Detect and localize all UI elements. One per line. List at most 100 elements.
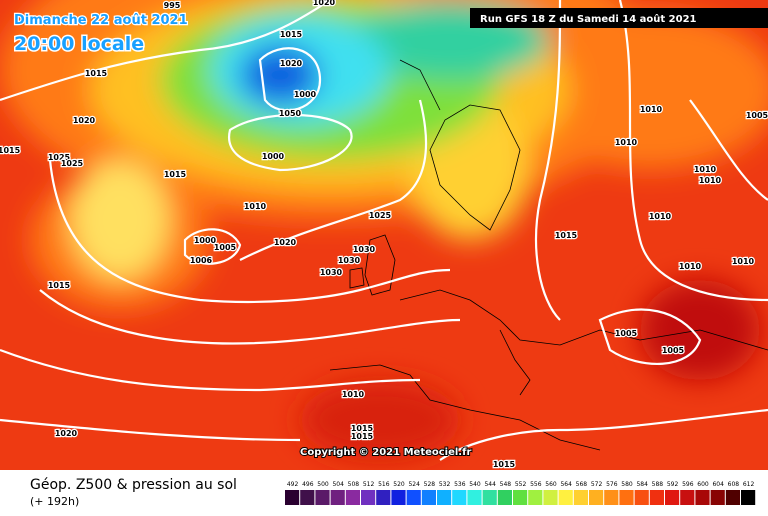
scale-swatch xyxy=(573,490,588,505)
scale-label: 532 xyxy=(439,481,451,488)
isobar-label: 1000 xyxy=(194,236,217,245)
scale-swatch xyxy=(361,490,376,505)
scale-label: 552 xyxy=(515,481,527,488)
isobar-label: 1010 xyxy=(244,202,267,211)
isobar-label: 1015 xyxy=(0,146,21,155)
scale-label: 500 xyxy=(317,481,329,488)
isobar-labels: 995 1020101510201015100010501020101510251… xyxy=(0,0,768,470)
scale-label: 600 xyxy=(697,481,709,488)
run-banner xyxy=(470,8,768,28)
forecast-lead: (+ 192h) xyxy=(30,495,79,508)
scale-swatch xyxy=(300,490,315,505)
scale-swatch xyxy=(741,490,756,505)
isobar-label: 1020 xyxy=(280,59,303,68)
scale-swatch xyxy=(345,490,360,505)
isobar-label: 1000 xyxy=(294,90,317,99)
forecast-time: 20:00 locale xyxy=(14,33,144,55)
isobar-label: 1025 xyxy=(61,159,84,168)
isobar-label: 1015 xyxy=(280,30,303,39)
scale-swatch xyxy=(497,490,512,505)
coastlines xyxy=(329,59,768,451)
scale-label: 512 xyxy=(363,481,375,488)
scale-label: 604 xyxy=(712,481,724,488)
isobar-label: 1020 xyxy=(55,429,78,438)
scale-label: 508 xyxy=(348,481,360,488)
isobar-label: 1025 xyxy=(48,153,71,162)
scale-label: 492 xyxy=(287,481,299,488)
run-info: Run GFS 18 Z du Samedi 14 août 2021 xyxy=(480,13,697,25)
isobar-label: 1015 xyxy=(48,281,71,290)
isobar-label: 1020 xyxy=(73,116,96,125)
scale-label: 580 xyxy=(621,481,633,488)
scale-label: 536 xyxy=(454,481,466,488)
isobar-label: 1010 xyxy=(342,390,365,399)
scale-label: 576 xyxy=(606,481,618,488)
isobar-label: 1010 xyxy=(679,262,702,271)
isobar-label: 1010 xyxy=(732,257,755,266)
scale-swatch xyxy=(528,490,543,505)
isobar-label: 1050 xyxy=(279,109,302,118)
scale-label: 544 xyxy=(484,481,496,488)
scale-swatch xyxy=(710,490,725,505)
isobar-label: 1030 xyxy=(338,256,361,265)
scale-swatch xyxy=(421,490,436,505)
isobars xyxy=(0,0,768,461)
scale-swatch xyxy=(649,490,664,505)
color-scale: 492 496 500 504 508 512 516 520 524 528 532 536 540 5… xyxy=(285,481,756,505)
scale-label: 584 xyxy=(636,481,648,488)
isobar-label: 1010 xyxy=(649,212,672,221)
isobar-label: 1015 xyxy=(555,231,578,240)
isobar-label: 1005 xyxy=(746,111,768,120)
isobar-label: 1010 xyxy=(615,138,638,147)
geopotential-field xyxy=(0,0,768,470)
scale-label: 596 xyxy=(682,481,694,488)
isobar-label: 1025 xyxy=(369,211,392,220)
scale-swatch xyxy=(589,490,604,505)
scale-swatch xyxy=(315,490,330,505)
scale-swatch xyxy=(391,490,406,505)
scale-label: 592 xyxy=(667,481,679,488)
isobar-label: 995 xyxy=(164,1,181,10)
scale-swatch xyxy=(406,490,421,505)
scale-label: 524 xyxy=(408,481,420,488)
scale-swatch xyxy=(452,490,467,505)
isobar-label: 1015 xyxy=(351,424,374,433)
scale-swatch xyxy=(695,490,710,505)
scale-swatch xyxy=(665,490,680,505)
scale-swatch xyxy=(543,490,558,505)
scale-swatch xyxy=(467,490,482,505)
scale-swatch xyxy=(725,490,740,505)
scale-label: 520 xyxy=(393,481,405,488)
isobar-label: 1015 xyxy=(493,460,516,469)
isobar-label: 1030 xyxy=(353,245,376,254)
scale-label: 612 xyxy=(743,481,755,488)
scale-label: 568 xyxy=(576,481,588,488)
isobar-label: 1000 xyxy=(262,152,285,161)
isobar-label: 1005 xyxy=(214,243,237,252)
isobar-label: 1005 xyxy=(662,346,685,355)
isobar-label: 1015 xyxy=(351,432,374,441)
scale-label: 608 xyxy=(728,481,740,488)
scale-swatch xyxy=(634,490,649,505)
copyright: Copyright © 2021 Meteociel.fr xyxy=(300,447,471,458)
isobar-label: 1015 xyxy=(85,69,108,78)
scale-label: 528 xyxy=(424,481,436,488)
scale-swatch xyxy=(437,490,452,505)
footer-title: Géop. Z500 & pression au sol xyxy=(30,477,237,493)
isobar-label: 1030 xyxy=(320,268,343,277)
isobar-label: 1015 xyxy=(164,170,187,179)
scale-label: 572 xyxy=(591,481,603,488)
scale-swatch xyxy=(604,490,619,505)
scale-label: 540 xyxy=(469,481,481,488)
scale-label: 556 xyxy=(530,481,542,488)
isobar-label: 1010 xyxy=(640,105,663,114)
scale-label: 496 xyxy=(302,481,314,488)
scale-label: 504 xyxy=(332,481,344,488)
scale-swatch xyxy=(482,490,497,505)
scale-label: 588 xyxy=(652,481,664,488)
isobar-label: 1020 xyxy=(313,0,336,7)
isobar-label: 1010 xyxy=(699,176,722,185)
scale-swatch xyxy=(330,490,345,505)
